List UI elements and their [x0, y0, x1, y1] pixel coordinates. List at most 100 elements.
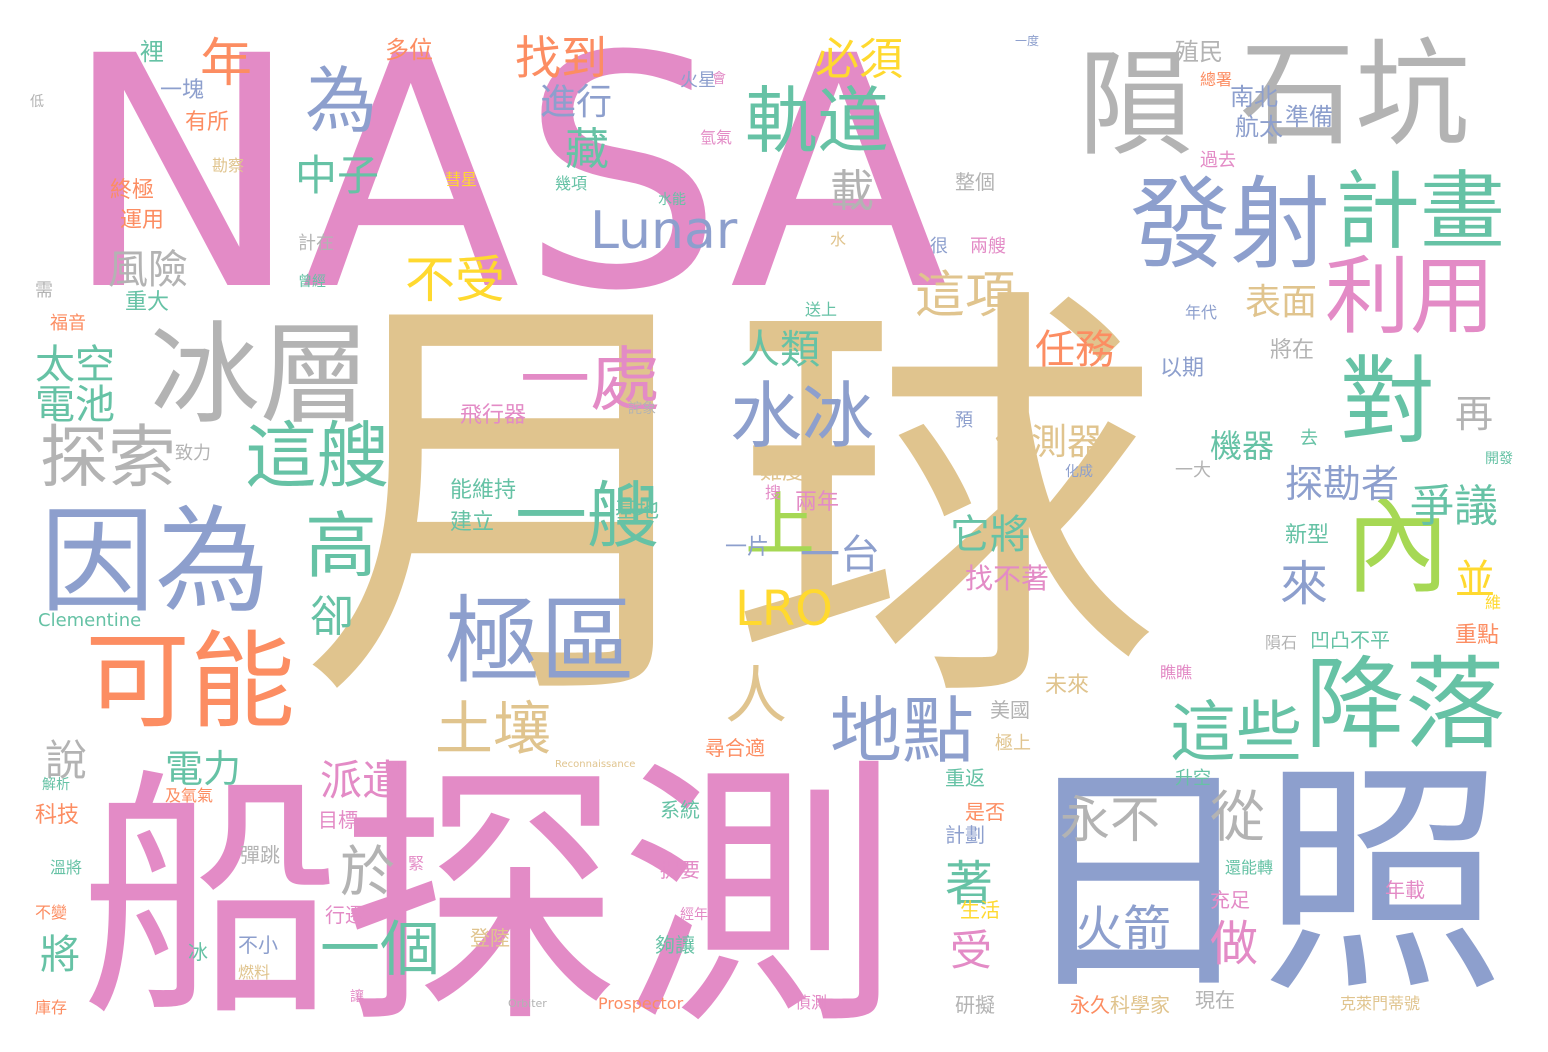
word-small: 行遷: [325, 903, 365, 927]
word-lro: LRO: [735, 581, 833, 637]
word-surface: 表面: [1245, 282, 1318, 323]
word-orbit: 軌道: [745, 79, 890, 163]
word-small: 年代: [1185, 303, 1218, 322]
word-polar-region: 極區: [445, 587, 636, 697]
word-controversy: 爭議: [1410, 481, 1498, 532]
word-small: 不變: [35, 903, 68, 922]
word-small: 燃料: [238, 963, 271, 982]
word-probe: 探測: [340, 737, 900, 1052]
word-small: 夠讓: [655, 933, 695, 957]
word-small: 溫將: [50, 858, 83, 877]
word-small: 生活: [960, 898, 1000, 922]
word-small: 凹凸不平: [1310, 628, 1390, 652]
word-small: 福音: [50, 313, 86, 334]
word-small: 很: [930, 236, 948, 257]
word-because: 因為: [40, 495, 271, 629]
word-small: 航太: [1235, 113, 1283, 141]
word-small: 殖民: [1175, 38, 1223, 66]
word-plan: 計畫: [1335, 163, 1506, 262]
word-nasa: NASA: [62, 0, 949, 361]
word-small: 詫象: [628, 401, 656, 417]
word-receive: 受: [950, 926, 993, 975]
word-ship: 船: [80, 749, 340, 1051]
word-do: 做: [1210, 916, 1259, 972]
word-location: 地點: [830, 689, 975, 773]
word-small: 升空: [1175, 768, 1211, 789]
word-small: 去: [1300, 428, 1318, 449]
word-english: Orbiter: [508, 997, 547, 1010]
word-small: 偵測: [795, 993, 828, 1012]
word-year: 年: [200, 34, 253, 94]
word-proceed: 進行: [540, 82, 613, 123]
word-small: 幾項: [555, 174, 588, 193]
word-small: 一片: [725, 535, 770, 560]
word-small: 裡: [140, 38, 164, 66]
word-dispatch: 派遣: [320, 756, 405, 805]
word-small: 南北: [1230, 83, 1278, 111]
word-small: 重大: [125, 290, 170, 315]
word-for: 為: [305, 59, 378, 143]
word-and: 並: [1455, 557, 1495, 603]
word-small: 讓: [350, 989, 364, 1005]
word-one-ship: 一艘: [515, 474, 660, 558]
word-cannot-find: 找不著: [965, 562, 1050, 595]
word-small: 搜: [765, 483, 782, 502]
word-small: 目標: [318, 808, 358, 832]
word-small: 水: [830, 230, 847, 249]
word-risk: 風險: [108, 247, 188, 293]
word-small: 未來: [1045, 673, 1090, 698]
word-small: 一大: [1175, 460, 1211, 481]
word-small: 重點: [1455, 623, 1500, 648]
word-small: 能維持: [450, 478, 517, 503]
word-small: 彗星: [445, 170, 478, 189]
word-english: Clementine: [38, 610, 142, 631]
word-small: 研擬: [955, 993, 995, 1017]
word-small: 登陸: [470, 926, 510, 950]
word-soil: 土壤: [435, 695, 552, 763]
word-small: 會: [712, 71, 726, 87]
word-small: 將在: [1270, 338, 1315, 363]
word-person: 人: [725, 659, 788, 732]
word-detector: 偵測器: [995, 422, 1104, 463]
word-small: 冰: [188, 940, 208, 964]
word-sunlight: 日照: [1015, 740, 1505, 1025]
word-small: 永久: [1070, 993, 1110, 1017]
word-small: 維: [1485, 593, 1502, 612]
word-small: 科技: [35, 803, 80, 828]
word-small: 隕石: [1265, 633, 1298, 652]
word-small: 現在: [1195, 988, 1235, 1012]
word-small: 系統: [660, 798, 700, 822]
word-mission: 任務: [1035, 327, 1115, 373]
word-utilize: 利用: [1325, 248, 1496, 347]
word-small: 準備: [1285, 103, 1333, 131]
word-neutron: 中子: [295, 151, 380, 200]
word-power: 電力: [165, 747, 242, 791]
word-small: 致力: [175, 443, 211, 464]
word-small: 新型: [1285, 523, 1330, 548]
word-small: 克萊門蒂號: [1340, 994, 1421, 1013]
word-come: 來: [1280, 556, 1329, 612]
word-small: 不小: [238, 933, 278, 957]
word-small: 低: [30, 94, 44, 110]
word-small: 解析: [42, 777, 70, 793]
word-lunar: Lunar: [590, 201, 738, 261]
word-humanity: 人類: [740, 327, 820, 373]
word-high: 高: [305, 504, 378, 588]
word-small: 極上: [995, 733, 1031, 754]
word-possible: 可能: [85, 621, 296, 743]
word-small: 重返: [945, 766, 985, 790]
word-small: 氫氣: [700, 128, 733, 147]
word-small: 建立: [450, 510, 495, 535]
word-found: 找到: [515, 31, 607, 85]
word-one-unit: 一個: [320, 915, 440, 985]
word-it-will: 它將: [950, 512, 1030, 558]
word-small: 科學家: [1110, 993, 1170, 1017]
word-crater: 石坑: [1240, 28, 1471, 162]
word-must: 必須: [815, 34, 903, 85]
word-small: 水能: [658, 192, 686, 208]
word-small: 終極: [110, 178, 155, 203]
word-small: 及氧氣: [165, 786, 214, 805]
word-small: 勘察: [212, 156, 245, 175]
word-small: 是否: [965, 800, 1005, 824]
word-small: 有所: [185, 110, 230, 135]
